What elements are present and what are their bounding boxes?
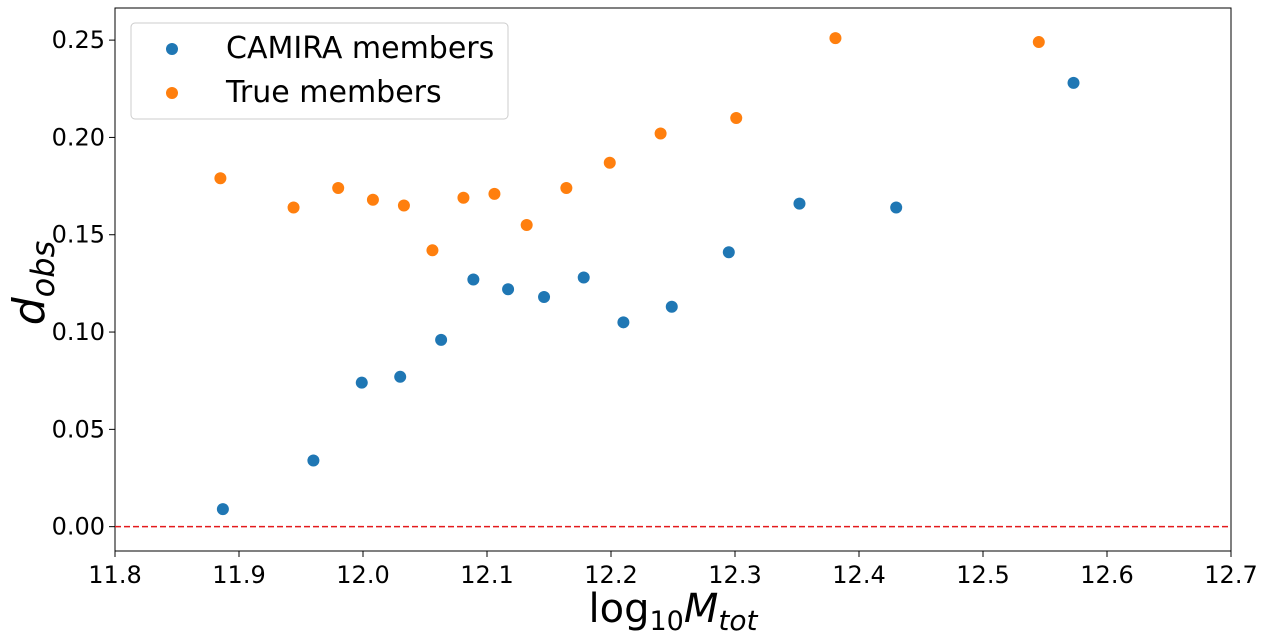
x-tick-label: 11.9 xyxy=(212,561,265,589)
legend: CAMIRA members True members xyxy=(130,22,509,120)
x-axis-label-var: M xyxy=(684,586,719,632)
data-point xyxy=(488,187,501,200)
data-point xyxy=(467,273,480,286)
data-point xyxy=(560,182,573,195)
data-point xyxy=(397,199,410,212)
y-tick-label: 0.20 xyxy=(52,123,105,151)
data-point xyxy=(722,246,735,259)
data-point xyxy=(355,376,368,389)
data-point xyxy=(1067,76,1080,89)
series-camira-members xyxy=(216,76,1080,516)
data-point xyxy=(1032,36,1045,49)
y-tick-label: 0.00 xyxy=(52,513,105,541)
data-point xyxy=(214,172,227,185)
data-point xyxy=(457,191,470,204)
data-point xyxy=(577,271,590,284)
legend-marker-camira xyxy=(166,43,178,55)
y-tick-label: 0.25 xyxy=(52,26,105,54)
data-point xyxy=(730,111,743,124)
x-axis-label: log10Mtot xyxy=(589,586,759,637)
data-point xyxy=(216,503,229,516)
legend-label-true: True members xyxy=(225,75,442,110)
data-point xyxy=(665,300,678,313)
data-point xyxy=(520,219,533,232)
data-points-layer xyxy=(214,32,1080,516)
legend-marker-true xyxy=(166,87,178,99)
data-point xyxy=(793,197,806,210)
x-tick-label: 12.1 xyxy=(460,561,513,589)
data-point xyxy=(654,127,667,140)
x-tick-label: 12.6 xyxy=(1080,561,1133,589)
y-tick-label: 0.15 xyxy=(52,221,105,249)
data-point xyxy=(603,156,616,169)
x-axis-label-sub: 10 xyxy=(650,606,684,637)
y-tick-label: 0.10 xyxy=(52,318,105,346)
legend-box xyxy=(130,22,509,120)
y-axis: 0.00 0.05 0.10 0.15 0.20 0.25 xyxy=(52,26,115,541)
x-tick-label: 12.3 xyxy=(708,561,761,589)
y-tick-label: 0.05 xyxy=(52,415,105,443)
y-axis-label-sub: obs xyxy=(24,241,62,298)
x-axis: 11.8 11.9 12.0 12.1 12.2 12.3 12.4 12.5 12.6 12.7 xyxy=(88,551,1258,589)
legend-label-camira: CAMIRA members xyxy=(226,31,494,66)
data-point xyxy=(332,182,345,195)
x-tick-label: 11.8 xyxy=(88,561,141,589)
data-point xyxy=(394,370,407,383)
data-point xyxy=(617,316,630,329)
data-point xyxy=(502,283,515,296)
y-axis-label: dobs xyxy=(4,241,62,326)
data-point xyxy=(366,193,379,206)
data-point xyxy=(307,454,320,467)
series-true-members xyxy=(214,32,1045,257)
data-point xyxy=(287,201,300,214)
x-tick-label: 12.4 xyxy=(832,561,885,589)
data-point xyxy=(426,244,439,257)
data-point xyxy=(829,32,842,45)
x-axis-label-varsub: tot xyxy=(718,604,758,637)
x-tick-label: 12.2 xyxy=(584,561,637,589)
data-point xyxy=(538,291,551,304)
data-point xyxy=(435,333,448,346)
x-tick-label: 12.7 xyxy=(1204,561,1257,589)
y-axis-label-var: d xyxy=(4,296,55,325)
x-axis-label-base: log xyxy=(589,586,650,632)
x-tick-label: 12.0 xyxy=(336,561,389,589)
data-point xyxy=(890,201,903,214)
x-tick-label: 12.5 xyxy=(956,561,1009,589)
